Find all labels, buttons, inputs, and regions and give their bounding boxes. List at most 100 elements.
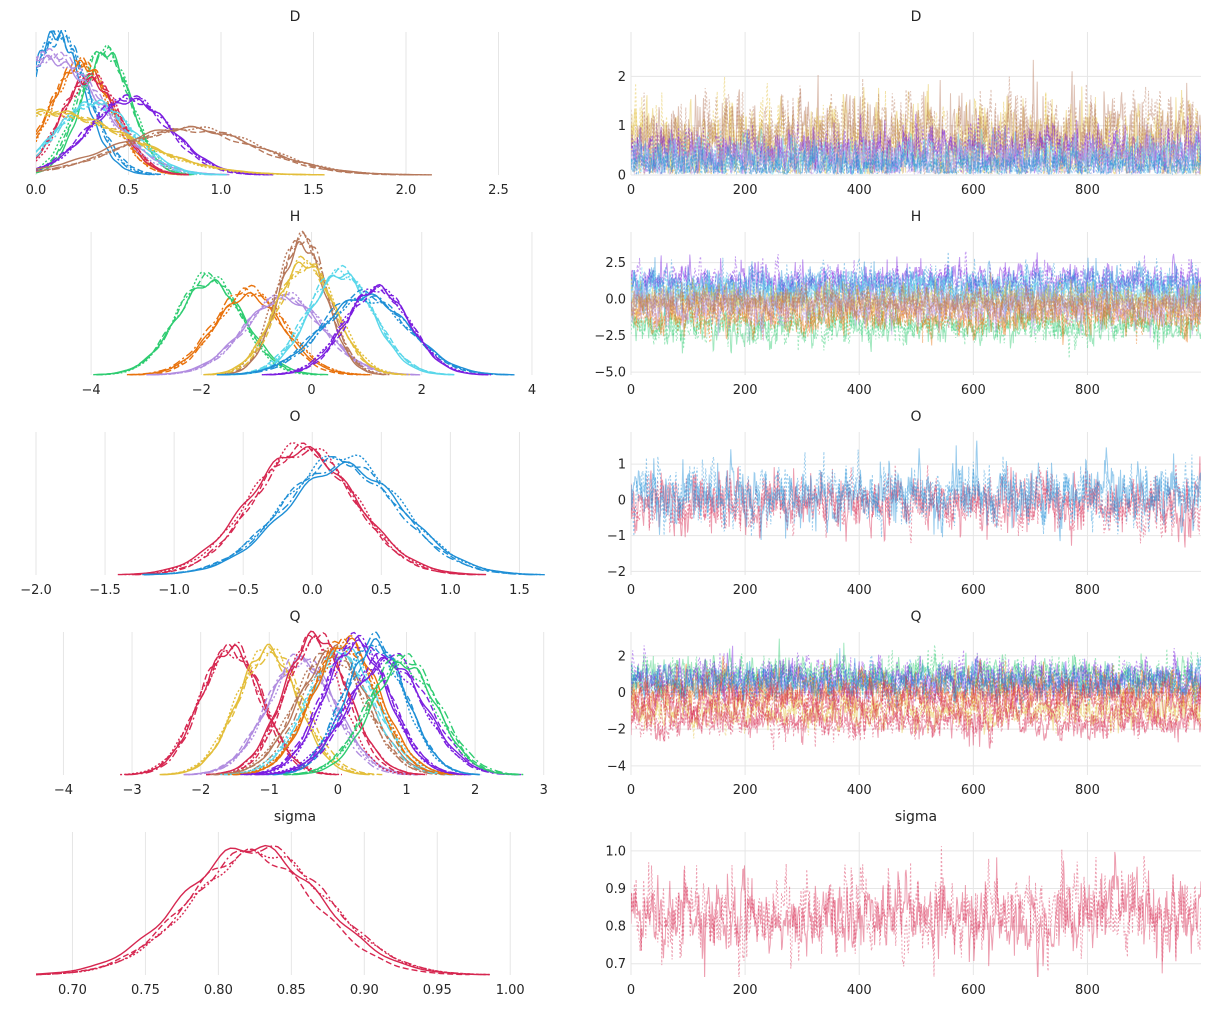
trace-line (631, 59, 1201, 175)
density-curve (36, 50, 193, 176)
trace-series-H[0] (631, 290, 1201, 359)
x-tick-label: 0.5 (118, 183, 139, 198)
density-curve (36, 101, 222, 176)
x-tick-label: 400 (847, 783, 872, 798)
density-curve (206, 635, 427, 776)
density-panel-H: −4 −2 0 2 4 H (82, 209, 537, 398)
x-tick-label: −2 (191, 783, 210, 798)
density-curve (250, 657, 518, 776)
x-tick-label: 1 (402, 783, 410, 798)
trace-series-Q[8] (631, 648, 1201, 715)
x-tick-label: 200 (733, 583, 758, 598)
density-curve (36, 844, 485, 976)
density-panel-Q: −4 −3 −2 −1 0 1 2 3 Q (54, 609, 548, 798)
density-curve (206, 255, 404, 376)
density-curve (210, 646, 447, 776)
x-tick-label: 1.0 (211, 183, 232, 198)
x-tick-label: 800 (1075, 183, 1100, 198)
trace-panel-sigma: 0 200 400 600 800 0.7 0.8 0.9 1.0 sigma (605, 809, 1201, 998)
density-curve (285, 661, 518, 776)
trace-line (631, 456, 1201, 548)
density-curve (161, 651, 375, 776)
density-curve (36, 101, 214, 176)
density-panel-sigma: 0.70 0.75 0.80 0.85 0.90 0.95 1.00 sigma (36, 809, 525, 998)
y-tick-label: 1 (618, 119, 626, 134)
x-tick-label: 200 (733, 383, 758, 398)
density-curve (36, 110, 315, 176)
trace-line (631, 140, 1201, 176)
trace-panel-H: 0 200 400 600 800 −5.0 −2.5 0.0 2.5 H (594, 209, 1201, 398)
x-tick-label: 200 (733, 183, 758, 198)
trace-line (631, 272, 1201, 327)
density-panel-O: −2.0 −1.5 −1.0 −0.5 0.0 0.5 1.0 1.5 O (20, 409, 545, 598)
x-tick-label: 0.85 (277, 983, 306, 998)
y-tick-label: 0 (618, 493, 626, 508)
trace-line (631, 440, 1201, 542)
density-curve (36, 848, 490, 976)
trace-line (631, 656, 1201, 714)
x-tick-label: 600 (961, 983, 986, 998)
x-tick-label: 2.0 (396, 183, 417, 198)
x-tick-label: 4 (528, 383, 536, 398)
y-tick-label: −2.5 (594, 329, 626, 344)
trace-line (631, 281, 1201, 329)
x-tick-label: −1 (260, 783, 279, 798)
trace-series-H[1] (631, 281, 1201, 346)
y-tick-label: 0 (618, 169, 626, 184)
trace-line (631, 266, 1201, 318)
density-series-Q[7] (240, 631, 472, 776)
trace-series-D[0] (631, 140, 1201, 176)
density-curve (150, 294, 415, 376)
density-series-D[8] (36, 125, 432, 176)
x-tick-label: 0 (627, 183, 635, 198)
density-curve (146, 294, 421, 376)
density-series-Q[10] (283, 652, 526, 776)
x-tick-label: 0 (627, 783, 635, 798)
x-tick-label: 200 (733, 983, 758, 998)
trace-series-D[7] (631, 76, 1201, 176)
x-tick-label: 0.95 (423, 983, 452, 998)
density-series-Q[3] (205, 630, 427, 776)
density-curve (117, 445, 487, 576)
density-curve (160, 645, 383, 776)
x-tick-label: −3 (122, 783, 141, 798)
x-tick-label: −0.5 (227, 583, 259, 598)
x-tick-label: 400 (847, 583, 872, 598)
x-tick-label: 3 (540, 783, 548, 798)
x-tick-label: −2 (192, 383, 211, 398)
x-tick-label: 800 (1075, 983, 1100, 998)
density-series-D[7] (36, 108, 325, 176)
trace-line (631, 671, 1201, 730)
trace-series-Q[6] (631, 656, 1201, 717)
density-curve (240, 634, 472, 776)
density-curve (216, 297, 513, 376)
density-curve (220, 230, 387, 376)
y-tick-label: 2 (618, 649, 626, 664)
density-curve (36, 30, 151, 176)
trace-line (631, 648, 1201, 709)
density-curve (135, 442, 473, 576)
x-tick-label: 200 (733, 783, 758, 798)
density-curve (204, 259, 410, 376)
y-tick-label: −1 (607, 529, 626, 544)
trace-line (631, 84, 1201, 176)
density-series-H[0] (93, 271, 329, 376)
density-curve (243, 631, 470, 776)
trace-line (631, 76, 1201, 176)
trace-line (631, 690, 1201, 750)
x-tick-label: 600 (961, 183, 986, 198)
density-curve (272, 644, 482, 776)
density-curve (267, 631, 481, 776)
density-curve (291, 661, 517, 776)
density-curve (126, 284, 371, 376)
trace-line (631, 270, 1201, 324)
y-tick-label: −2 (607, 565, 626, 580)
panel-title: Q (910, 609, 921, 625)
trace-line (631, 638, 1201, 706)
density-curve (36, 126, 429, 176)
trace-line (631, 686, 1201, 739)
density-curve (228, 274, 455, 376)
x-tick-label: 1.00 (496, 983, 525, 998)
density-series-H[1] (126, 284, 372, 376)
